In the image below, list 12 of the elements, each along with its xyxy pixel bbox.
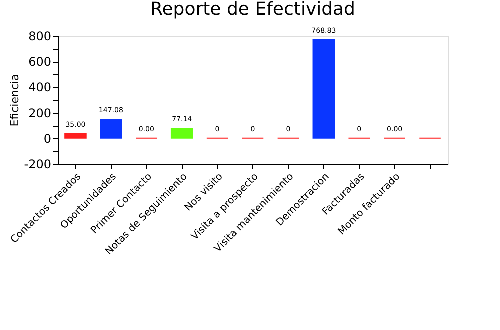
bar (312, 39, 336, 139)
chart-title: Reporte de Efectividad (150, 0, 356, 20)
y-tick-label: 0 (44, 132, 52, 146)
y-tick-label: 600 (28, 55, 52, 70)
y-tick-label: 200 (28, 106, 52, 120)
y-axis-title: Eficiencia (8, 74, 22, 127)
y-tick-label: 800 (28, 30, 52, 44)
bar (170, 128, 194, 139)
y-tick-label: -200 (24, 158, 52, 172)
bar (64, 133, 87, 139)
y-tick-label: 400 (28, 80, 52, 95)
bar (100, 119, 122, 139)
